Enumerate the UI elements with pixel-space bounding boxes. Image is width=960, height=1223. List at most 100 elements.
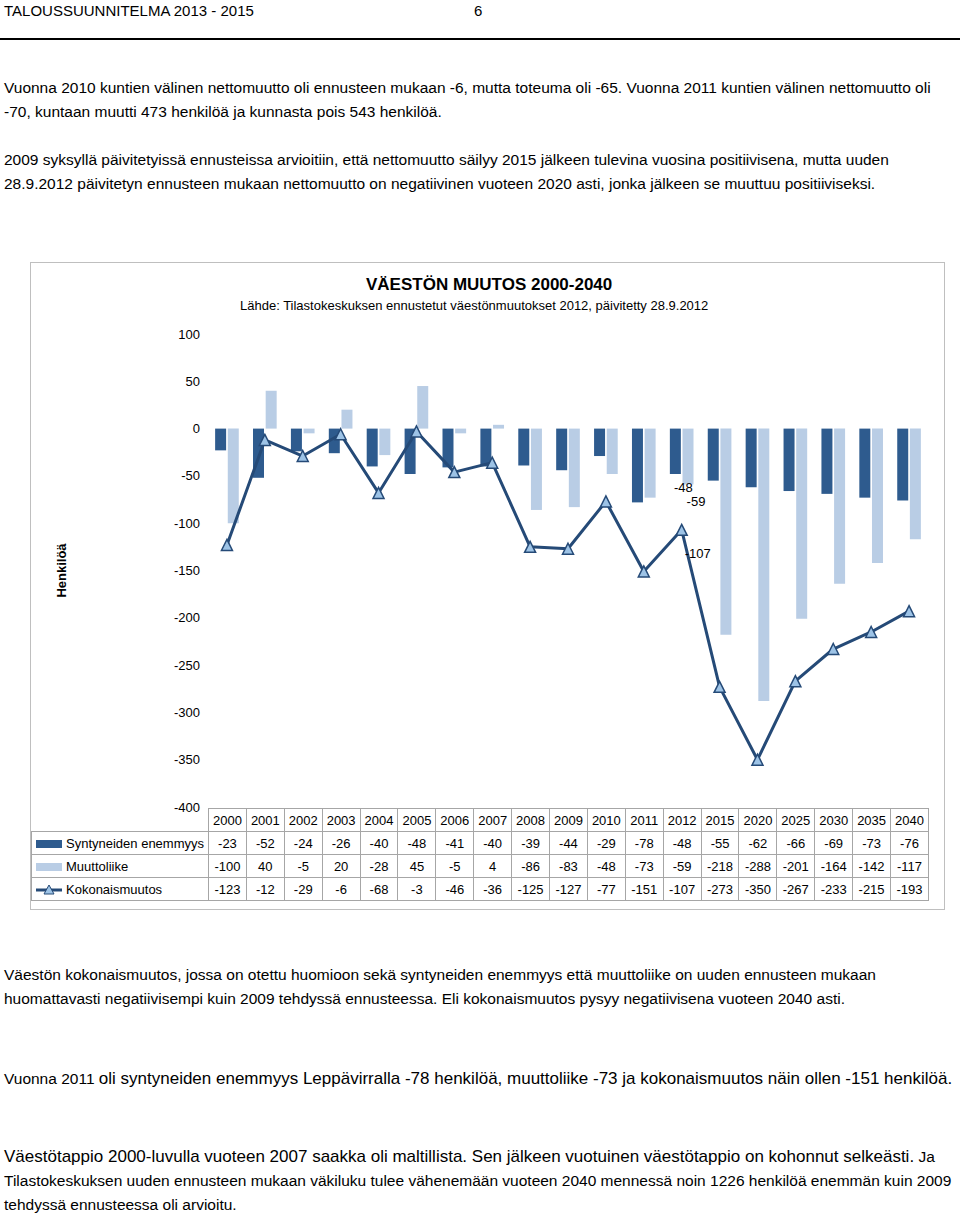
html-text:-6: -6 — [335, 881, 347, 897]
html-text:-350: -350 — [744, 881, 771, 897]
html-text:-40: -40 — [483, 835, 503, 851]
html-text:-26: -26 — [331, 835, 351, 851]
html-text:-59: -59 — [672, 858, 692, 874]
html-text:-83: -83 — [559, 858, 578, 874]
html-text:-77: -77 — [597, 881, 616, 897]
html-text:Kokonaismuutos: Kokonaismuutos — [66, 881, 163, 897]
html-text:-41: -41 — [445, 835, 465, 851]
svg-text:-48: -48 — [674, 480, 693, 495]
svg-text:100: 100 — [178, 327, 200, 342]
svg-text:VÄESTÖN MUUTOS 2000-2040: VÄESTÖN MUUTOS 2000-2040 — [366, 275, 612, 294]
html-text:-44: -44 — [559, 835, 578, 851]
html-text:-218: -218 — [707, 858, 733, 874]
html-text:-164: -164 — [820, 858, 847, 874]
html-text:2010: 2010 — [591, 812, 621, 828]
html-text:-48: -48 — [672, 835, 692, 851]
html-text:-107: -107 — [669, 881, 696, 897]
html-text:-23: -23 — [218, 835, 237, 851]
html-text:-76: -76 — [900, 835, 919, 851]
html-text:2040: 2040 — [895, 812, 924, 828]
html-text:2001: 2001 — [250, 812, 280, 828]
html-text:-86: -86 — [521, 858, 540, 874]
html-text:2004: 2004 — [364, 812, 394, 828]
html-text:-66: -66 — [786, 835, 806, 851]
html-text:Väestötappio 2000-luvulla vuot: Väestötappio 2000-luvulla vuoteen 2007 s… — [4, 1147, 952, 1213]
html-text:Vuonna 2010 kuntien välinen ne: Vuonna 2010 kuntien välinen nettomuutto … — [4, 79, 931, 120]
html-text:40: 40 — [258, 858, 273, 874]
html-text:-201: -201 — [782, 858, 809, 874]
html-text:-29: -29 — [597, 835, 616, 851]
html-text:-48: -48 — [597, 858, 616, 874]
html-text:2012: 2012 — [667, 812, 697, 828]
svg-text:-150: -150 — [174, 563, 200, 578]
html-text:2002: 2002 — [288, 812, 318, 828]
svg-text:-250: -250 — [174, 658, 200, 673]
html-text:-68: -68 — [369, 881, 389, 897]
html-text:-233: -233 — [820, 881, 847, 897]
html-text:-100: -100 — [214, 858, 241, 874]
html-text:2015: 2015 — [705, 812, 735, 828]
html-text:-215: -215 — [858, 881, 885, 897]
html-text:2020: 2020 — [743, 812, 773, 828]
svg-text:0: 0 — [193, 421, 200, 436]
html-text:2011: 2011 — [630, 812, 659, 828]
svg-text:-59: -59 — [687, 494, 706, 509]
html-text:-55: -55 — [710, 835, 730, 851]
html-text:-117: -117 — [896, 858, 922, 874]
html-text:2006: 2006 — [440, 812, 470, 828]
svg-text:-100: -100 — [174, 516, 200, 531]
html-text:-5: -5 — [449, 858, 461, 874]
html-text:2035: 2035 — [857, 812, 886, 828]
svg-text:Henkilöä: Henkilöä — [54, 543, 69, 598]
html-text:-125: -125 — [517, 881, 544, 897]
html-text:2009: 2009 — [554, 812, 583, 828]
html-text:-12: -12 — [255, 881, 275, 897]
html-text:2003: 2003 — [326, 812, 356, 828]
html-text:-28: -28 — [369, 858, 389, 874]
html-text:-36: -36 — [483, 881, 503, 897]
svg-text:-350: -350 — [174, 752, 200, 767]
html-text:20: 20 — [333, 858, 349, 874]
svg-text:-400: -400 — [174, 800, 200, 815]
html-text:-127: -127 — [555, 881, 582, 897]
html-text:2000: 2000 — [213, 812, 242, 828]
html-text:-78: -78 — [634, 835, 654, 851]
html-text:45: 45 — [409, 858, 425, 874]
html-text:-123: -123 — [214, 881, 241, 897]
svg-text:50: 50 — [186, 374, 200, 389]
svg-text:-107: -107 — [685, 546, 711, 561]
html-text:-39: -39 — [521, 835, 540, 851]
html-text:2025: 2025 — [781, 812, 811, 828]
html-text:-288: -288 — [744, 858, 771, 874]
html-text:-151: -151 — [631, 881, 658, 897]
html-text:-29: -29 — [293, 881, 313, 897]
html-text:TALOUSSUUNNITELMA 2013 - 2015: TALOUSSUUNNITELMA 2013 - 2015 — [4, 2, 254, 19]
html-text:-52: -52 — [255, 835, 275, 851]
html-text:2008: 2008 — [516, 812, 545, 828]
html-text:2005: 2005 — [402, 812, 432, 828]
svg-text:-200: -200 — [174, 610, 200, 625]
html-text:Vuonna 2011 oli syntyneiden en: Vuonna 2011 oli syntyneiden enemmyys Lep… — [4, 1069, 953, 1088]
html-text:-273: -273 — [707, 881, 733, 897]
svg-text:-300: -300 — [174, 705, 200, 720]
html-text:-142: -142 — [858, 858, 885, 874]
svg-text:Lähde: Tilastokeskuksen ennust: Lähde: Tilastokeskuksen ennustetut väest… — [240, 298, 708, 313]
html-text:-5: -5 — [297, 858, 309, 874]
html-text:2009 syksyllä päivitetyissä en: 2009 syksyllä päivitetyissä ennusteissa … — [4, 151, 889, 192]
html-text:-46: -46 — [445, 881, 465, 897]
html-text:Väestön kokonaismuutos, jossa: Väestön kokonaismuutos, jossa on otettu … — [4, 966, 876, 1007]
html-text:-73: -73 — [862, 835, 881, 851]
html-text:2007: 2007 — [478, 812, 508, 828]
html-text:-62: -62 — [748, 835, 768, 851]
html-text:-69: -69 — [824, 835, 844, 851]
html-text:Muuttoliike: Muuttoliike — [66, 858, 129, 874]
html-text:-48: -48 — [407, 835, 427, 851]
html-text:Syntyneiden enemmyys: Syntyneiden enemmyys — [66, 835, 204, 851]
html-text:-193: -193 — [896, 881, 923, 897]
svg-text:-50: -50 — [181, 468, 200, 483]
html-text:2030: 2030 — [819, 812, 849, 828]
html-text:-73: -73 — [634, 858, 654, 874]
html-text:-267: -267 — [782, 881, 809, 897]
html-text:-40: -40 — [369, 835, 389, 851]
html-text:-24: -24 — [293, 835, 313, 851]
